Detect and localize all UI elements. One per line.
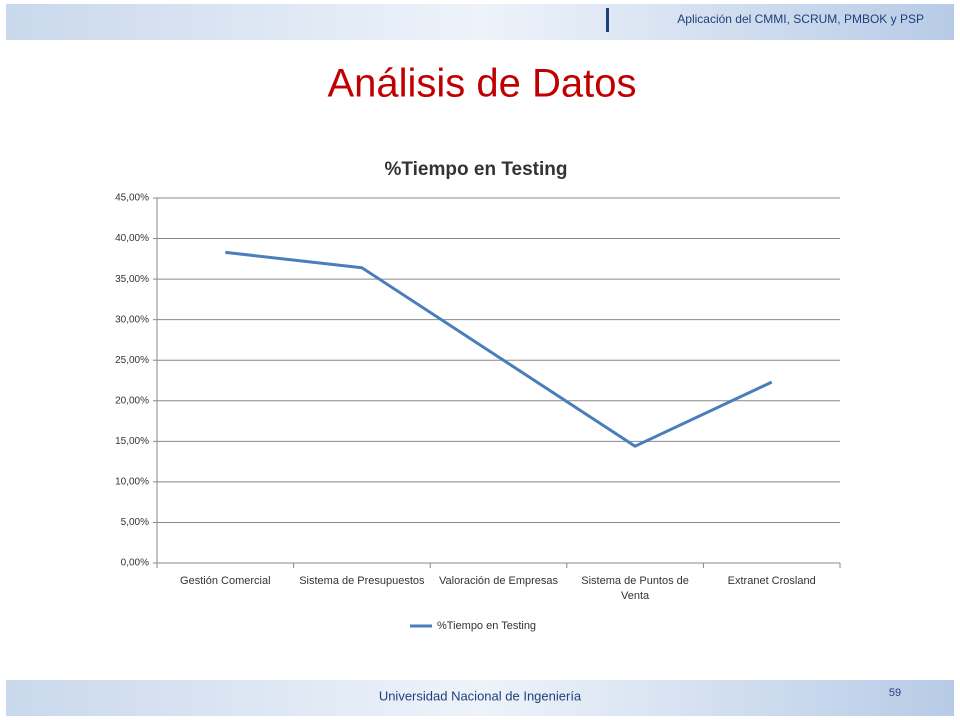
x-tick-label: Sistema de Presupuestos [299, 575, 425, 587]
y-tick-label: 5,00% [121, 517, 149, 528]
header-text: Aplicación del CMMI, SCRUM, PMBOK y PSP [677, 12, 924, 26]
chart-title: %Tiempo en Testing [385, 159, 568, 180]
header-band [6, 4, 954, 40]
y-tick-label: 35,00% [115, 274, 149, 285]
y-tick-label: 30,00% [115, 314, 149, 325]
slide-title: Análisis de Datos [327, 62, 636, 106]
header-divider [606, 8, 609, 32]
y-tick-label: 25,00% [115, 355, 149, 366]
y-tick-label: 45,00% [115, 193, 149, 204]
footer-text: Universidad Nacional de Ingeniería [379, 688, 582, 703]
y-tick-label: 40,00% [115, 233, 149, 244]
page-number: 59 [889, 687, 901, 699]
y-tick-label: 0,00% [121, 558, 149, 569]
y-tick-label: 20,00% [115, 395, 149, 406]
x-tick-label: Extranet Crosland [727, 575, 816, 587]
legend-label: %Tiempo en Testing [437, 620, 536, 632]
y-tick-label: 10,00% [115, 477, 149, 488]
x-tick-label: Sistema de Puntos de Venta [581, 575, 689, 602]
line-series [225, 250, 773, 448]
y-tick-label: 15,00% [115, 436, 149, 447]
x-tick-label: Valoración de Empresas [438, 575, 559, 587]
footer-band [6, 680, 954, 716]
x-tick-label: Gestión Comercial [180, 575, 271, 587]
